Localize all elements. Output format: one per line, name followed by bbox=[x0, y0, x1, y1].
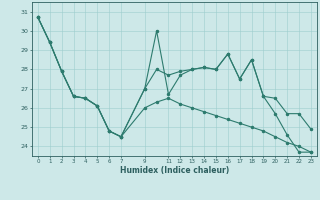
X-axis label: Humidex (Indice chaleur): Humidex (Indice chaleur) bbox=[120, 166, 229, 175]
